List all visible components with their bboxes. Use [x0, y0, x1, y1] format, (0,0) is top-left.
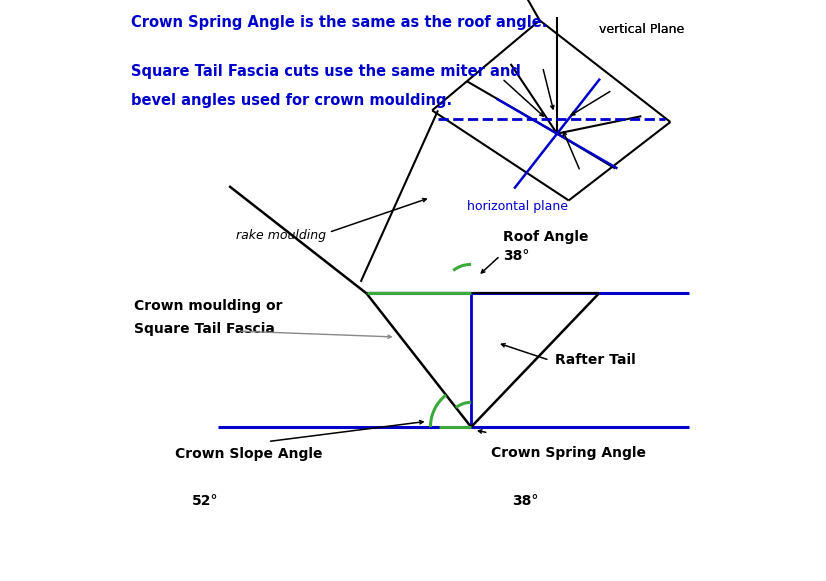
Text: 38°: 38°	[512, 494, 539, 508]
Text: Square Tail Fascia: Square Tail Fascia	[134, 322, 275, 336]
Text: vertical Plane: vertical Plane	[599, 23, 684, 36]
Text: Rafter Tail: Rafter Tail	[555, 353, 636, 367]
Text: Roof Angle: Roof Angle	[503, 230, 589, 244]
Text: Square Tail Fascia cuts use the same miter and: Square Tail Fascia cuts use the same mit…	[131, 64, 521, 79]
Text: horizontal plane: horizontal plane	[467, 200, 568, 213]
Text: vertical Plane: vertical Plane	[599, 23, 684, 36]
Text: Crown Spring Angle: Crown Spring Angle	[491, 446, 647, 460]
Text: Crown Slope Angle: Crown Slope Angle	[175, 447, 322, 461]
Text: Crown Spring Angle is the same as the roof angle.: Crown Spring Angle is the same as the ro…	[131, 15, 548, 30]
Text: 38°: 38°	[503, 249, 529, 263]
Text: rake moulding: rake moulding	[235, 229, 325, 242]
Text: Crown moulding or: Crown moulding or	[134, 299, 282, 313]
Text: bevel angles used for crown moulding.: bevel angles used for crown moulding.	[131, 93, 453, 108]
Text: 52°: 52°	[192, 494, 219, 508]
